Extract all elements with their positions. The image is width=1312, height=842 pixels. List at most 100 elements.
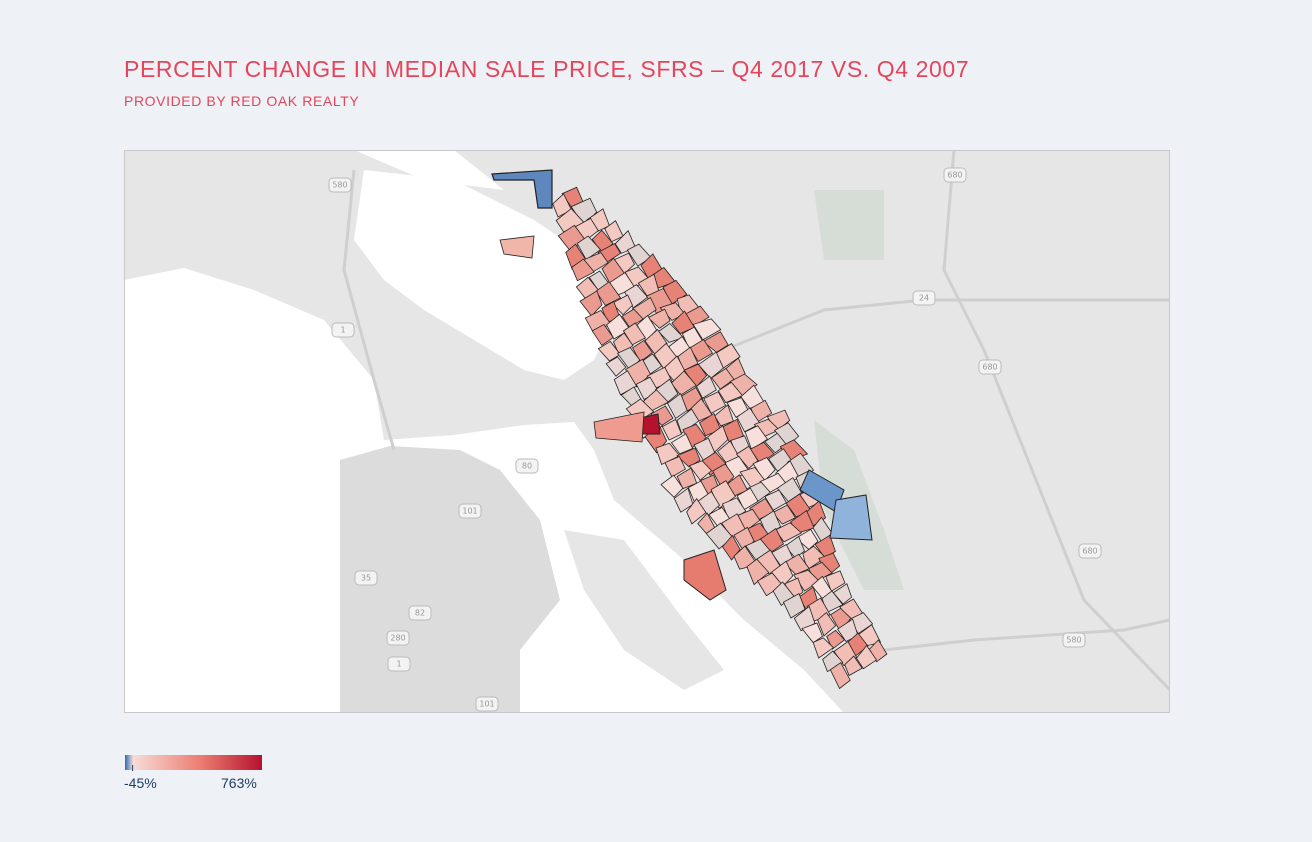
area (597, 340, 621, 362)
area (696, 375, 717, 399)
area (826, 629, 846, 650)
shield (408, 605, 432, 621)
shield (943, 167, 967, 183)
area (626, 243, 652, 267)
area (756, 572, 784, 597)
highway-label: 101 (462, 507, 477, 516)
area (651, 266, 676, 289)
area (605, 356, 627, 377)
area (689, 339, 714, 362)
highway-label: 24 (919, 294, 929, 303)
area (721, 534, 741, 561)
highway-label: 580 (332, 181, 347, 190)
park (814, 190, 884, 260)
shield (515, 458, 539, 474)
highway-label: 680 (1082, 547, 1097, 556)
area (552, 193, 573, 218)
area (735, 445, 759, 470)
area (571, 258, 595, 282)
area (657, 322, 685, 343)
land (340, 446, 560, 713)
area (746, 558, 770, 586)
road (883, 618, 1170, 652)
area (774, 522, 803, 543)
shield (978, 359, 1002, 375)
area (698, 412, 722, 437)
map-border (124, 150, 1170, 713)
highway-label: 1 (396, 660, 401, 669)
area (829, 662, 851, 690)
area (676, 447, 701, 468)
area (829, 494, 873, 541)
shield (354, 570, 378, 586)
highway-label: 680 (947, 171, 962, 180)
area (655, 442, 681, 465)
water (354, 150, 504, 190)
shield (328, 177, 352, 193)
area (670, 433, 694, 455)
shield (1062, 632, 1086, 648)
title: PERCENT CHANGE IN MEDIAN SALE PRICE, SFR… (124, 56, 970, 82)
highway-label: 82 (415, 609, 425, 618)
shield (1078, 543, 1102, 559)
highway-label: 1 (340, 326, 345, 335)
highway-label: 680 (982, 363, 997, 372)
area (683, 549, 727, 601)
area (817, 611, 837, 637)
shield (475, 696, 499, 712)
area (832, 583, 853, 605)
land (564, 530, 724, 690)
area (499, 235, 535, 259)
road (942, 150, 1170, 692)
highway-label: 101 (479, 700, 494, 709)
area (736, 407, 761, 433)
highway-label: 280 (390, 634, 405, 643)
area (714, 404, 734, 427)
area (491, 169, 553, 209)
area (812, 637, 835, 659)
highway-label: 580 (1066, 636, 1081, 645)
area (673, 487, 694, 513)
area (717, 381, 744, 404)
highway-label: 80 (522, 462, 532, 471)
area (659, 302, 686, 321)
shield (912, 290, 936, 306)
shield (331, 322, 355, 338)
choropleth (491, 169, 888, 690)
road (342, 169, 396, 451)
area (591, 323, 614, 346)
area (611, 294, 634, 316)
area (680, 386, 705, 412)
area (683, 363, 708, 388)
legend-bar (125, 755, 262, 771)
highway-shields: 580 680 24 680 80 101 680 35 82 280 1 1 580 101 (328, 167, 1102, 712)
map: 580 680 24 680 80 101 680 35 82 280 1 1 580 101 (124, 150, 1170, 713)
shield (458, 503, 482, 519)
area (844, 655, 863, 677)
legend-max-label: 763% (221, 775, 257, 791)
area (661, 418, 683, 441)
shield (386, 630, 410, 646)
area (756, 549, 782, 575)
water (354, 170, 614, 380)
area (647, 308, 671, 329)
area (666, 392, 688, 420)
area (855, 644, 878, 670)
legend-gradient (125, 755, 262, 770)
area (793, 605, 816, 632)
highway-label: 35 (361, 574, 371, 583)
area (771, 504, 797, 525)
area (595, 281, 622, 307)
area (782, 593, 806, 619)
area (614, 229, 636, 254)
legend-min-label: -45% (124, 775, 157, 791)
area (686, 497, 707, 525)
area (822, 650, 844, 673)
area (660, 474, 684, 498)
area (593, 411, 645, 443)
area (793, 569, 821, 592)
area (837, 618, 859, 642)
subtitle: PROVIDED BY RED OAK REALTY (124, 93, 360, 109)
shield (387, 656, 411, 672)
